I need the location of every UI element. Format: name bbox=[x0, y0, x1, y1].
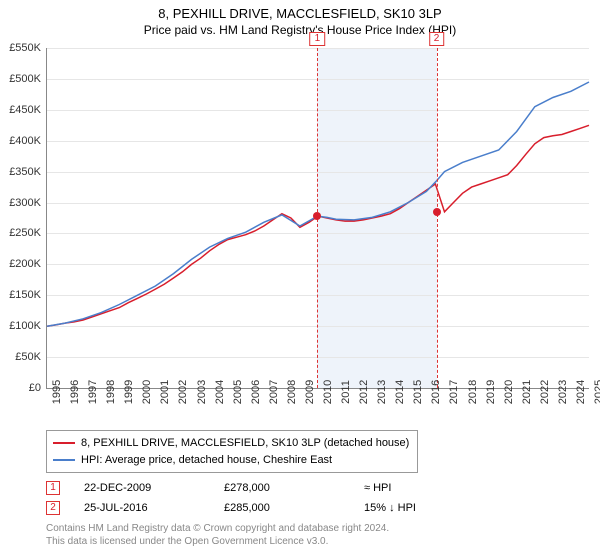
ytick-label: £550K bbox=[9, 42, 41, 54]
xtick-label: 2013 bbox=[376, 380, 388, 404]
transaction-price: £285,000 bbox=[224, 502, 364, 514]
ytick-label: £500K bbox=[9, 73, 41, 85]
ytick-label: £450K bbox=[9, 104, 41, 116]
ytick-label: £350K bbox=[9, 166, 41, 178]
legend: 8, PEXHILL DRIVE, MACCLESFIELD, SK10 3LP… bbox=[46, 430, 418, 473]
xtick-label: 2011 bbox=[340, 380, 352, 404]
shade-border bbox=[437, 48, 438, 388]
xtick-label: 2002 bbox=[177, 380, 189, 404]
xtick-label: 2004 bbox=[214, 380, 226, 404]
transaction-vs-hpi: ≈ HPI bbox=[364, 482, 484, 494]
footer: Contains HM Land Registry data © Crown c… bbox=[46, 522, 389, 548]
xtick-label: 2024 bbox=[575, 380, 587, 404]
xtick-label: 2008 bbox=[286, 380, 298, 404]
xtick-label: 1997 bbox=[87, 380, 99, 404]
ytick-label: £250K bbox=[9, 227, 41, 239]
legend-item: HPI: Average price, detached house, Ches… bbox=[53, 452, 409, 469]
transaction-date: 25-JUL-2016 bbox=[84, 502, 224, 514]
ytick-label: £200K bbox=[9, 258, 41, 270]
xtick-label: 2017 bbox=[448, 380, 460, 404]
xtick-label: 2018 bbox=[467, 380, 479, 404]
transaction-vs-hpi: 15% ↓ HPI bbox=[364, 502, 484, 514]
legend-item: 8, PEXHILL DRIVE, MACCLESFIELD, SK10 3LP… bbox=[53, 435, 409, 452]
xtick-label: 2025 bbox=[593, 380, 600, 404]
transaction-number: 1 bbox=[46, 481, 60, 495]
xtick-label: 2021 bbox=[521, 380, 533, 404]
footer-line-1: Contains HM Land Registry data © Crown c… bbox=[46, 522, 389, 535]
xtick-label: 2016 bbox=[430, 380, 442, 404]
footer-line-2: This data is licensed under the Open Gov… bbox=[46, 535, 389, 548]
xtick-label: 2001 bbox=[159, 380, 171, 404]
xtick-label: 2010 bbox=[322, 380, 334, 404]
xtick-label: 2019 bbox=[485, 380, 497, 404]
sale-marker bbox=[313, 212, 321, 220]
xtick-label: 1995 bbox=[51, 380, 63, 404]
transaction-row: 1 22-DEC-2009£278,000≈ HPI bbox=[46, 478, 484, 498]
chart-container: 8, PEXHILL DRIVE, MACCLESFIELD, SK10 3LP… bbox=[0, 0, 600, 560]
transaction-date: 22-DEC-2009 bbox=[84, 482, 224, 494]
xtick-label: 2020 bbox=[503, 380, 515, 404]
legend-label: HPI: Average price, detached house, Ches… bbox=[81, 452, 332, 469]
xtick-label: 2006 bbox=[250, 380, 262, 404]
xtick-label: 2023 bbox=[557, 380, 569, 404]
ytick-label: £50K bbox=[15, 351, 41, 363]
transaction-row: 2 25-JUL-2016£285,00015% ↓ HPI bbox=[46, 498, 484, 518]
ytick-label: £0 bbox=[29, 382, 41, 394]
transaction-table: 1 22-DEC-2009£278,000≈ HPI 2 25-JUL-2016£28… bbox=[46, 478, 484, 518]
xtick-label: 2015 bbox=[412, 380, 424, 404]
xtick-label: 2014 bbox=[394, 380, 406, 404]
sale-marker bbox=[433, 208, 441, 216]
chart-title: 8, PEXHILL DRIVE, MACCLESFIELD, SK10 3LP bbox=[0, 6, 600, 21]
sale-label: 1 bbox=[310, 32, 326, 46]
chart-area: £0£50K£100K£150K£200K£250K£300K£350K£400… bbox=[46, 48, 588, 388]
xtick-label: 2005 bbox=[232, 380, 244, 404]
legend-label: 8, PEXHILL DRIVE, MACCLESFIELD, SK10 3LP… bbox=[81, 435, 409, 452]
transaction-price: £278,000 bbox=[224, 482, 364, 494]
transaction-number: 2 bbox=[46, 501, 60, 515]
sale-label: 2 bbox=[429, 32, 445, 46]
legend-swatch bbox=[53, 442, 75, 444]
ytick-label: £400K bbox=[9, 135, 41, 147]
xtick-label: 2007 bbox=[268, 380, 280, 404]
xtick-label: 2003 bbox=[196, 380, 208, 404]
xtick-label: 1999 bbox=[123, 380, 135, 404]
ytick-label: £300K bbox=[9, 197, 41, 209]
chart-subtitle: Price paid vs. HM Land Registry's House … bbox=[0, 23, 600, 37]
ytick-label: £100K bbox=[9, 320, 41, 332]
plot: £0£50K£100K£150K£200K£250K£300K£350K£400… bbox=[46, 48, 589, 389]
xtick-label: 1996 bbox=[69, 380, 81, 404]
legend-swatch bbox=[53, 459, 75, 461]
xtick-label: 2009 bbox=[304, 380, 316, 404]
xtick-label: 2022 bbox=[539, 380, 551, 404]
xtick-label: 1998 bbox=[105, 380, 117, 404]
title-block: 8, PEXHILL DRIVE, MACCLESFIELD, SK10 3LP… bbox=[0, 0, 600, 37]
ytick-label: £150K bbox=[9, 289, 41, 301]
xtick-label: 2012 bbox=[358, 380, 370, 404]
xtick-label: 2000 bbox=[141, 380, 153, 404]
